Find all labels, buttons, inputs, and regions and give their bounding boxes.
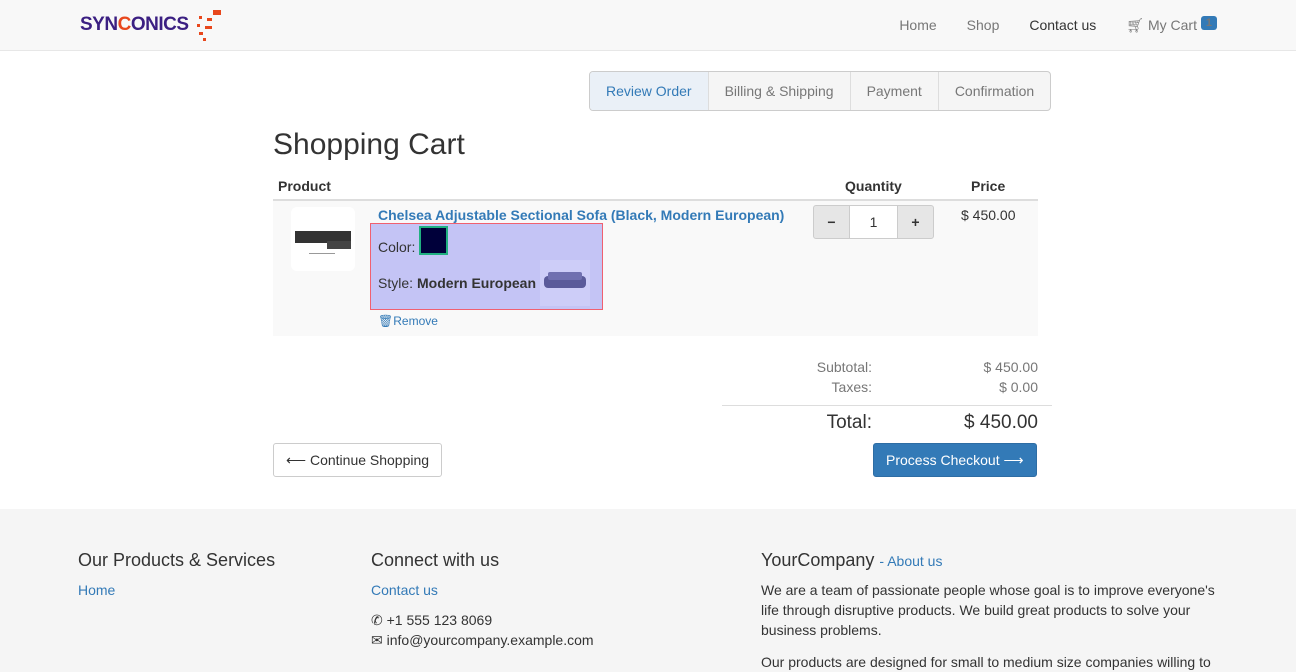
envelope-icon: ✉ — [371, 632, 383, 648]
quantity-input[interactable]: 1 — [850, 205, 897, 239]
style-value: Modern European — [417, 275, 537, 291]
arrow-right-icon: ⟶ — [1003, 452, 1024, 468]
item-price: $ 450.00 — [961, 207, 1016, 223]
increase-button[interactable]: + — [897, 205, 934, 239]
logo-mark-icon — [196, 10, 221, 41]
color-swatch — [419, 226, 449, 255]
total-label: Total: — [826, 412, 872, 433]
taxes-label: Taxes: — [831, 379, 872, 395]
step-payment[interactable]: Payment — [849, 72, 938, 110]
divider — [722, 405, 1052, 406]
step-confirmation[interactable]: Confirmation — [937, 72, 1050, 110]
nav-contact[interactable]: Contact us — [1029, 17, 1097, 33]
arrow-left-icon: ⟵ — [286, 452, 307, 468]
cart-count-badge: 1 — [1200, 16, 1217, 30]
phone-number: +1 555 123 8069 — [386, 612, 493, 628]
email-address: info@yourcompany.example.com — [386, 632, 594, 648]
subtotal-label: Subtotal: — [816, 359, 872, 375]
quantity-stepper: − 1 + — [813, 205, 934, 239]
about-us-link[interactable]: - About us — [879, 553, 943, 569]
header-price: Price — [971, 178, 1006, 194]
footer-products-title: Our Products & Services — [78, 550, 276, 570]
header-quantity: Quantity — [845, 178, 902, 194]
product-image[interactable] — [291, 207, 355, 271]
product-attributes: Color: Style: Modern European — [370, 223, 603, 310]
checkout-steps: Review Order Billing & Shipping Payment … — [589, 71, 1052, 111]
product-name-link[interactable]: Chelsea Adjustable Sectional Sofa (Black… — [378, 207, 785, 223]
remove-link[interactable]: 🗑︎Remove — [378, 314, 438, 328]
about-text-1: We are a team of passionate people whose… — [761, 582, 1215, 638]
about-text-2: Our products are designed for small to m… — [761, 654, 1211, 670]
footer: Our Products & Services Home Connect wit… — [0, 509, 1296, 672]
subtotal-value: $ 450.00 — [983, 359, 1039, 375]
navbar: SYNCONICS Home Shop Contact us 🛒︎ My Car… — [0, 0, 1296, 51]
footer-home-link[interactable]: Home — [78, 582, 116, 598]
logo[interactable]: SYNCONICS — [80, 8, 229, 42]
color-label: Color: — [378, 239, 416, 255]
step-billing[interactable]: Billing & Shipping — [707, 72, 850, 110]
step-review[interactable]: Review Order — [590, 72, 708, 110]
cart-icon: 🛒︎ — [1126, 17, 1145, 33]
header-product: Product — [278, 178, 331, 194]
footer-connect-title: Connect with us — [371, 550, 500, 570]
sofa-style-icon — [540, 260, 591, 306]
continue-shopping-button[interactable]: ⟵ Continue Shopping — [273, 443, 443, 477]
footer-contact-link[interactable]: Contact us — [371, 582, 438, 598]
cart-table: Product Quantity Price Chelsea Adjustabl… — [273, 170, 1038, 336]
total-value: $ 450.00 — [964, 412, 1038, 433]
nav-home[interactable]: Home — [899, 17, 937, 33]
nav-cart[interactable]: 🛒︎ My Cart 1 — [1126, 16, 1217, 34]
style-label: Style: — [378, 275, 414, 291]
decrease-button[interactable]: − — [813, 205, 850, 239]
nav-shop[interactable]: Shop — [966, 17, 1000, 33]
table-row: Chelsea Adjustable Sectional Sofa (Black… — [273, 201, 1038, 336]
taxes-value: $ 0.00 — [999, 379, 1038, 395]
trash-icon: 🗑︎ — [378, 314, 394, 328]
page-title: Shopping Cart — [273, 128, 465, 161]
phone-icon: ✆ — [371, 612, 383, 628]
process-checkout-button[interactable]: Process Checkout ⟶ — [873, 443, 1037, 477]
footer-company-title: YourCompany — [761, 550, 875, 570]
